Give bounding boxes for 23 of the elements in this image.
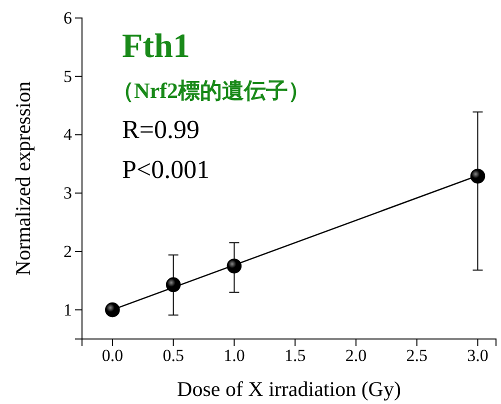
y-tick-label: 6 xyxy=(64,8,72,28)
y-tick-label: 4 xyxy=(64,125,72,144)
y-tick-label: 3 xyxy=(64,184,72,203)
y-tick-label: 2 xyxy=(64,242,72,261)
y-axis-title: Normalized expression xyxy=(11,80,35,276)
x-tick-label: 0.0 xyxy=(102,346,124,366)
x-tick-label: 1.0 xyxy=(224,346,245,366)
point xyxy=(105,302,120,318)
annotation: R=0.99 xyxy=(122,115,200,144)
point xyxy=(226,258,242,274)
text: （Nrf2標的遺伝子） xyxy=(112,78,310,103)
y-tick-label: 5 xyxy=(64,66,72,86)
x-tick-label: 2.0 xyxy=(345,346,367,366)
x-axis-title: Dose of X irradiation (Gy) xyxy=(177,377,401,401)
x-tick-label: 3.0 xyxy=(467,346,488,366)
annotation: P<0.001 xyxy=(122,155,210,184)
point xyxy=(470,168,486,184)
x-tick-label: 0.5 xyxy=(162,346,184,366)
chart-title: Fth1 xyxy=(122,28,190,65)
point xyxy=(166,277,181,292)
x-tick-label: 1.5 xyxy=(284,346,306,366)
x-tick-label: 2.5 xyxy=(406,346,428,366)
y-tick-label: 1 xyxy=(64,300,72,320)
